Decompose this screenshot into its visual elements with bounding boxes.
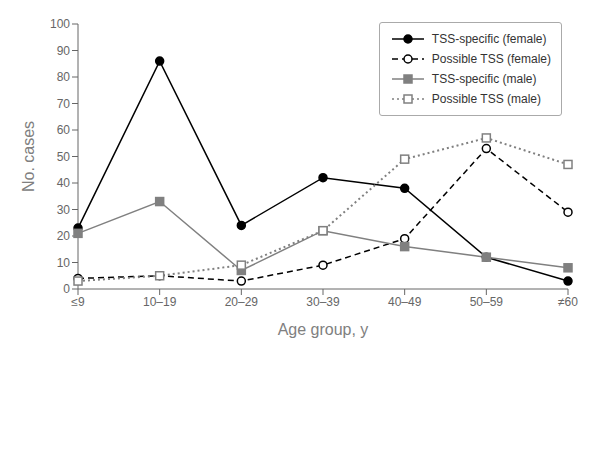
svg-text:0: 0	[63, 282, 70, 296]
svg-text:90: 90	[57, 44, 71, 58]
svg-text:50–59: 50–59	[470, 295, 504, 309]
html-text:Possible TSS (female): Possible TSS (female)	[431, 52, 551, 66]
svg-text:Age group, y: Age group, y	[278, 321, 369, 338]
html-text:TSS-specific (female): TSS-specific (female)	[431, 32, 547, 46]
svg-text:No. cases: No. cases	[20, 121, 37, 192]
svg-text:20–29: 20–29	[225, 295, 259, 309]
svg-text:80: 80	[57, 70, 71, 84]
svg-text:20: 20	[57, 229, 71, 243]
svg-text:60: 60	[57, 123, 71, 137]
svg-text:≠60: ≠60	[558, 295, 578, 309]
svg-text:30: 30	[57, 203, 71, 217]
svg-text:40–49: 40–49	[388, 295, 422, 309]
svg-text:100: 100	[50, 17, 70, 31]
svg-text:40: 40	[57, 176, 71, 190]
svg-text:10: 10	[57, 256, 71, 270]
svg-text:10–19: 10–19	[143, 295, 177, 309]
svg-text:30–39: 30–39	[306, 295, 340, 309]
svg-text:70: 70	[57, 97, 71, 111]
svg-text:50: 50	[57, 150, 71, 164]
svg-text:≤9: ≤9	[71, 295, 85, 309]
html-text:TSS-specific (male): TSS-specific (male)	[431, 72, 537, 86]
html-text:Possible TSS (male): Possible TSS (male)	[431, 92, 541, 106]
